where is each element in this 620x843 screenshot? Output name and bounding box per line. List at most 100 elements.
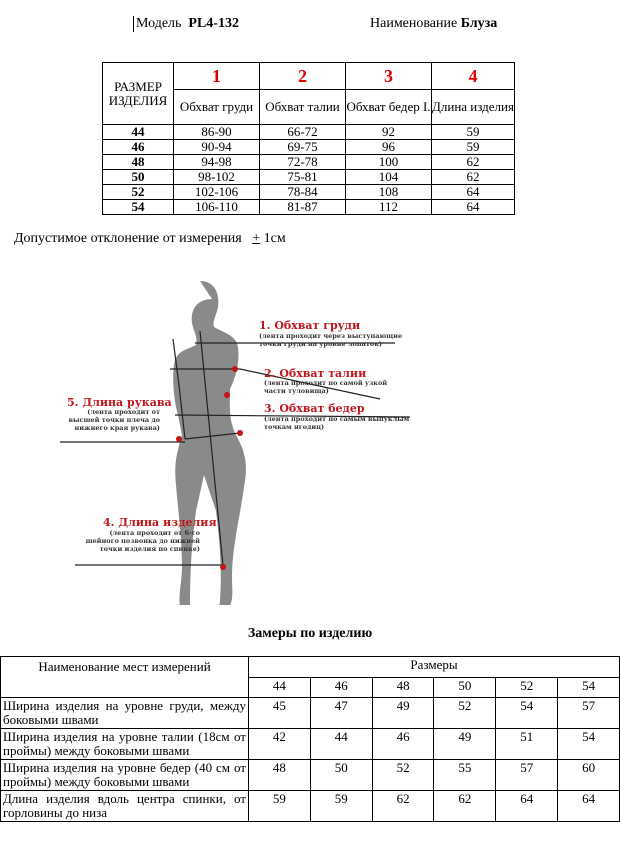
m3-title: 3. Обхват бедер (264, 402, 365, 415)
size-cell: 44 (102, 124, 174, 140)
measurement-cell: 78-84 (259, 184, 346, 200)
tolerance-value: 1см (263, 231, 286, 246)
measurement-cell: 106-110 (173, 199, 260, 215)
measurement-cell: 104 (345, 169, 432, 185)
measurement-cell: 64 (431, 184, 515, 200)
value-cell: 49 (433, 728, 497, 760)
value-cell: 59 (309, 790, 373, 822)
tolerance-text: Допустимое отклонение от измерения (14, 231, 242, 246)
value-cell: 50 (309, 759, 373, 791)
table-row: Длина изделия вдоль центра спинки, от го… (0, 790, 620, 822)
m3-desc: (лента проходит по самым выпуклым точкам… (264, 415, 410, 431)
value-cell: 55 (433, 759, 497, 791)
m5-desc: (лента проходит от высшей точки плеча до… (68, 408, 160, 432)
size-row: 48 94-98 72-78 100 62 (102, 154, 515, 170)
value-cell: 46 (371, 728, 435, 760)
col-num: 4 (431, 62, 515, 90)
row-label: Длина изделия вдоль центра спинки, от го… (0, 790, 249, 822)
value-cell: 60 (557, 759, 620, 791)
size-header-cell: 44 (248, 677, 311, 698)
col-label: Обхват груди (173, 89, 260, 125)
measurement-cell: 64 (431, 199, 515, 215)
col-label: Обхват бедер I. (345, 89, 432, 125)
measurement-cell: 112 (345, 199, 432, 215)
col-label: Длина изделия (431, 89, 515, 125)
measurement-figure: 1. Обхват груди (лента проходит через вы… (60, 281, 411, 605)
table-row: Ширина изделия на уровне груди, между бо… (0, 697, 620, 729)
measurement-cell: 92 (345, 124, 432, 140)
value-cell: 44 (309, 728, 373, 760)
value-cell: 51 (495, 728, 559, 760)
measurement-cell: 72-78 (259, 154, 346, 170)
measurement-cell: 81-87 (259, 199, 346, 215)
size-header-cell: 46 (309, 677, 373, 698)
body-silhouette (173, 281, 246, 605)
value-cell: 49 (371, 697, 435, 729)
m2-title: 2. Обхват талии (264, 367, 366, 380)
col-label: Обхват талии (259, 89, 346, 125)
value-cell: 48 (248, 759, 311, 791)
model-line: Модель PL4-132 (133, 16, 239, 32)
row-label: Ширина изделия на уровне талии (18см от … (0, 728, 249, 760)
product-table-title: Замеры по изделию (247, 626, 373, 641)
value-cell: 52 (371, 759, 435, 791)
size-cell: 54 (102, 199, 174, 215)
value-cell: 52 (433, 697, 497, 729)
table-row: Ширина изделия на уровне талии (18см от … (0, 728, 620, 760)
model-label: Модель (136, 16, 182, 31)
value-cell: 45 (248, 697, 311, 729)
name-value: Блуза (460, 16, 498, 31)
size-cell: 48 (102, 154, 174, 170)
col-num: 2 (259, 62, 346, 90)
size-row: 44 86-90 66-72 92 59 (102, 124, 515, 140)
measurement-cell: 102-106 (173, 184, 260, 200)
size-row: 46 90-94 69-75 96 59 (102, 139, 515, 155)
table-row: Ширина изделия на уровне бедер (40 см от… (0, 759, 620, 791)
size-cell: 46 (102, 139, 174, 155)
value-cell: 54 (557, 728, 620, 760)
measurement-cell: 69-75 (259, 139, 346, 155)
model-value: PL4-132 (188, 16, 239, 31)
size-row: 54 106-110 81-87 112 64 (102, 199, 515, 215)
size-cell: 52 (102, 184, 174, 200)
value-cell: 57 (495, 759, 559, 791)
col-num: 1 (173, 62, 260, 90)
name-label: Наименование (370, 16, 458, 31)
tolerance-sign: + (252, 231, 261, 246)
measurement-cell: 59 (431, 124, 515, 140)
measurement-cell: 96 (345, 139, 432, 155)
m5-title: 5. Длина рукава (67, 396, 172, 409)
product-measurements-table: Наименование мест измерений Размеры 44 46… (0, 656, 620, 822)
tolerance-note: Допустимое отклонение от измерения + 1см (14, 231, 286, 247)
size-header-cell: 50 (433, 677, 497, 698)
size-table: РАЗМЕР ИЗДЕЛИЯ 1 2 3 4 Обхват груди Обхв… (102, 62, 515, 215)
name-line: Наименование Блуза (370, 16, 497, 32)
size-header-cell: 48 (371, 677, 435, 698)
size-row: 52 102-106 78-84 108 64 (102, 184, 515, 200)
value-cell: 64 (557, 790, 620, 822)
col-num: 3 (345, 62, 432, 90)
size-header-cell: 52 (495, 677, 559, 698)
size-header-cell: 54 (557, 677, 620, 698)
value-cell: 64 (495, 790, 559, 822)
row-label: Ширина изделия на уровне груди, между бо… (0, 697, 249, 729)
measurement-cell: 59 (431, 139, 515, 155)
value-cell: 42 (248, 728, 311, 760)
row-label: Ширина изделия на уровне бедер (40 см от… (0, 759, 249, 791)
size-header: РАЗМЕР ИЗДЕЛИЯ (102, 62, 174, 125)
m4-desc: (лента проходит от 6-го шейного позвонка… (85, 529, 200, 553)
sizes-header: Размеры (248, 656, 620, 678)
m1-desc: (лента проходит через выступающие точки … (259, 332, 403, 348)
measurement-cell: 66-72 (259, 124, 346, 140)
value-cell: 59 (248, 790, 311, 822)
size-cell: 50 (102, 169, 174, 185)
m2-desc: (лента проходит по самой узкой части тул… (264, 379, 388, 395)
m4-title: 4. Длина изделия (103, 516, 217, 529)
value-cell: 47 (309, 697, 373, 729)
measurement-cell: 98-102 (173, 169, 260, 185)
measurement-cell: 86-90 (173, 124, 260, 140)
value-cell: 54 (495, 697, 559, 729)
size-row: 50 98-102 75-81 104 62 (102, 169, 515, 185)
measurement-cell: 108 (345, 184, 432, 200)
